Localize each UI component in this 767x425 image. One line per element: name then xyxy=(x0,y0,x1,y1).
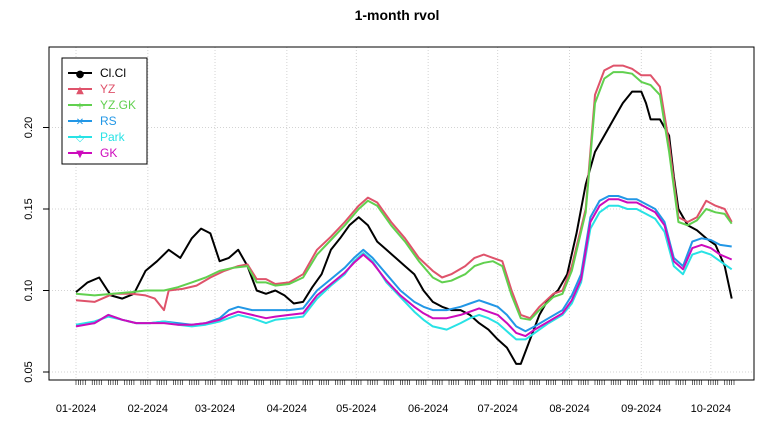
series-lines xyxy=(75,64,733,365)
grid xyxy=(49,47,754,380)
x-tick-label: 01-2024 xyxy=(56,403,96,415)
x-tick-label: 08-2024 xyxy=(549,403,589,415)
y-tick-label: 0.20 xyxy=(23,117,35,138)
legend-marker: ◇ xyxy=(76,133,84,144)
y-tick-label: 0.15 xyxy=(23,198,35,219)
legend-marker: + xyxy=(76,101,84,112)
series-line xyxy=(75,90,733,365)
legend-label: Cl.Cl xyxy=(100,66,126,80)
series-line xyxy=(75,198,733,338)
x-tick-label: 02-2024 xyxy=(128,403,168,415)
legend-label: GK xyxy=(100,146,117,160)
legend-marker: ▼ xyxy=(76,149,84,160)
x-tick-label: 05-2024 xyxy=(336,403,376,415)
chart-title: 1-month rvol xyxy=(355,7,440,23)
axes: 01-2024 02-2024 03-2024 04-2024 05-2024 06-20… xyxy=(23,117,735,415)
legend-label: YZ xyxy=(100,82,115,96)
x-tick-label: 10-2024 xyxy=(691,403,731,415)
x-tick-label: 03-2024 xyxy=(195,403,235,415)
x-tick-label: 09-2024 xyxy=(621,403,661,415)
series-line xyxy=(75,64,733,320)
plot-border xyxy=(48,46,755,381)
x-tick-label: 07-2024 xyxy=(477,403,517,415)
y-tick-label: 0.10 xyxy=(23,280,35,301)
legend-label: Park xyxy=(100,130,126,144)
legend-marker: ● xyxy=(76,69,85,80)
legend-label: RS xyxy=(100,114,117,128)
legend-marker: ✕ xyxy=(76,117,84,128)
series-line xyxy=(75,71,733,321)
x-tick-label: 04-2024 xyxy=(267,403,307,415)
legend-label: YZ.GK xyxy=(100,98,136,112)
y-tick-label: 0.05 xyxy=(23,361,35,382)
x-tick-label: 06-2024 xyxy=(408,403,448,415)
legend-box xyxy=(61,57,148,165)
series-line xyxy=(75,204,733,341)
legend-marker: ▲ xyxy=(76,85,84,96)
legend: ● Cl.Cl ▲ YZ + YZ.GK ✕ RS ◇ Park ▼ GK xyxy=(61,57,148,165)
series-line xyxy=(75,195,732,333)
